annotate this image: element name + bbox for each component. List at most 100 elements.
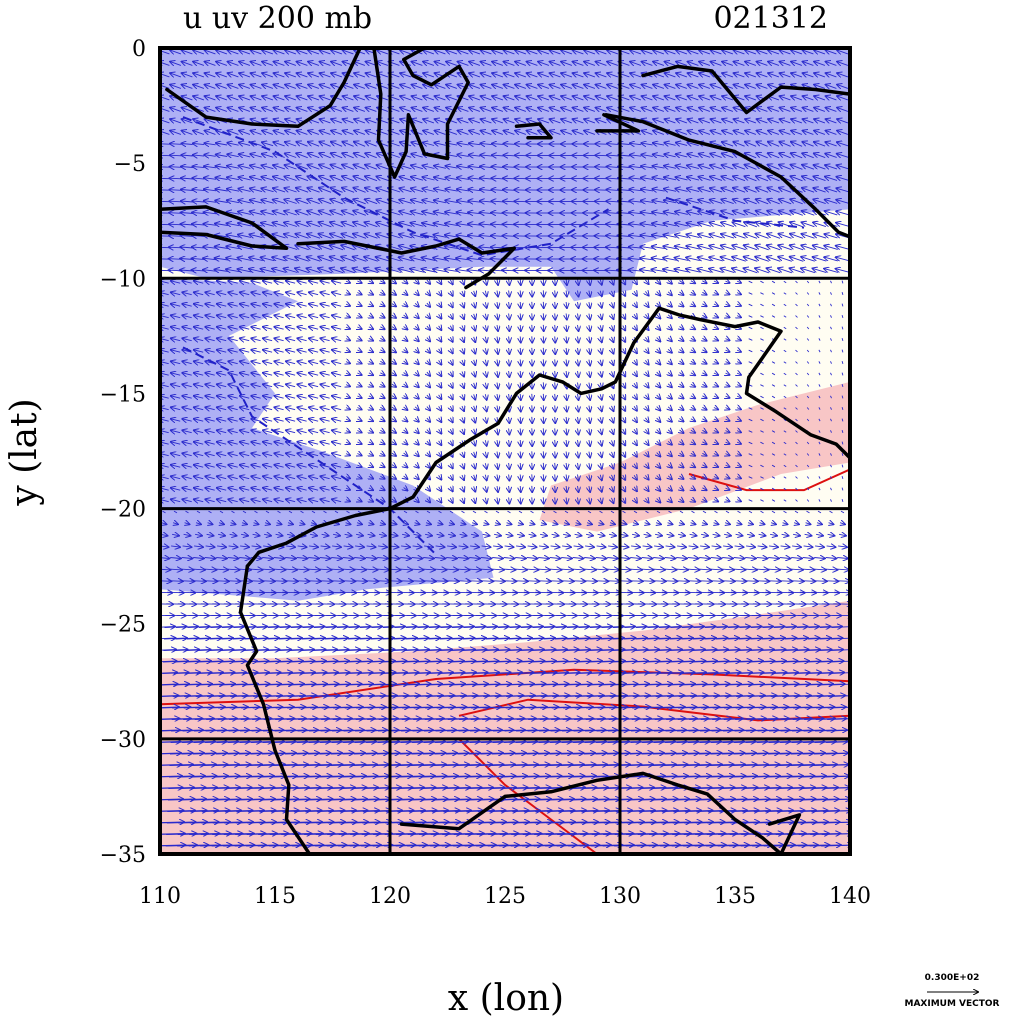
wind-vector-146 bbox=[182, 119, 193, 123]
wind-vector-261 bbox=[186, 638, 210, 639]
wind-vector-287 bbox=[205, 131, 216, 135]
y-tick-label-0: 0 bbox=[132, 37, 146, 62]
wind-vector-311 bbox=[205, 407, 215, 409]
wind-vector-316 bbox=[205, 465, 215, 467]
wind-vector-2416 bbox=[555, 462, 556, 469]
wind-vector-441 bbox=[228, 292, 238, 294]
wind-vector-253 bbox=[194, 546, 203, 547]
wind-vector-252 bbox=[195, 534, 202, 535]
wind-vector-232 bbox=[194, 304, 204, 306]
wind-vector-235 bbox=[194, 338, 204, 340]
wind-vector-379 bbox=[217, 384, 227, 386]
wind-vector-239 bbox=[194, 384, 204, 386]
wind-vector-2192 bbox=[520, 301, 521, 308]
wind-vector-310 bbox=[205, 396, 215, 398]
wind-vector-332 bbox=[197, 650, 222, 651]
wind-vector-85 bbox=[169, 224, 182, 225]
wind-vector-230 bbox=[194, 281, 204, 283]
wind-vector-358 bbox=[216, 143, 228, 145]
wind-vector-317 bbox=[205, 476, 215, 478]
wind-vector-50 bbox=[160, 627, 175, 628]
x-axis-title: x (lon) bbox=[448, 978, 564, 1016]
wind-vector-221 bbox=[193, 178, 205, 179]
wind-vector-84 bbox=[169, 213, 182, 214]
wind-vector-172 bbox=[182, 419, 192, 421]
wind-vector-373 bbox=[217, 315, 227, 317]
positive-contour-0 bbox=[160, 668, 850, 706]
wind-vector-184 bbox=[181, 558, 193, 559]
wind-vector-212 bbox=[193, 73, 205, 77]
wind-vector-95 bbox=[171, 338, 181, 340]
wind-vector-2208 bbox=[520, 485, 521, 492]
wind-vector-260 bbox=[187, 627, 210, 628]
wind-vector-122 bbox=[163, 650, 187, 651]
wind-vector-164 bbox=[182, 327, 192, 329]
wind-vector-51 bbox=[160, 638, 176, 639]
wind-vector-2417 bbox=[555, 474, 556, 480]
wind-vector-2209 bbox=[520, 497, 521, 504]
wind-vector-231 bbox=[194, 292, 204, 294]
wind-vector-183 bbox=[182, 546, 192, 547]
wind-vector-249 bbox=[194, 499, 204, 501]
wind-vector-2203 bbox=[520, 428, 521, 435]
wind-vector-240 bbox=[194, 396, 204, 398]
wind-vector-101 bbox=[171, 407, 181, 409]
wind-vector-219 bbox=[193, 155, 205, 156]
wind-vector-378 bbox=[217, 373, 227, 375]
wind-vector-169 bbox=[182, 384, 192, 386]
wind-vector-2116 bbox=[503, 236, 516, 237]
wind-vector-360 bbox=[216, 166, 228, 168]
wind-vector-301 bbox=[205, 292, 215, 294]
wind-vector-319 bbox=[205, 499, 215, 501]
wind-vector-300 bbox=[205, 281, 215, 283]
wind-vector-145 bbox=[182, 108, 193, 112]
wind-vector-304 bbox=[205, 327, 215, 329]
wind-vector-180 bbox=[185, 510, 189, 514]
wind-vector-2108 bbox=[503, 144, 515, 145]
wind-vector-166 bbox=[182, 350, 192, 352]
wind-vector-121 bbox=[163, 638, 187, 639]
wind-vector-96 bbox=[171, 350, 181, 352]
wind-vector-392 bbox=[218, 534, 225, 535]
wind-vector-2415 bbox=[555, 451, 556, 457]
wind-vector-243 bbox=[194, 430, 204, 432]
wind-vector-2112 bbox=[503, 190, 516, 191]
wind-vector-251 bbox=[196, 523, 201, 525]
wind-vector-190 bbox=[175, 627, 198, 628]
wind-vector-185 bbox=[180, 569, 194, 570]
wind-vector-315 bbox=[205, 453, 215, 455]
wind-vector-186 bbox=[179, 581, 195, 582]
wind-vector-217 bbox=[193, 131, 205, 135]
wind-vector-430 bbox=[227, 166, 239, 168]
wind-vector-220 bbox=[193, 166, 205, 167]
wind-vector-71 bbox=[170, 62, 182, 66]
wind-vector-86 bbox=[169, 236, 183, 237]
wind-vector-140 bbox=[182, 50, 193, 54]
wind-vector-241 bbox=[194, 407, 204, 409]
wind-vector-87 bbox=[169, 247, 183, 248]
wind-vector-247 bbox=[194, 476, 204, 478]
wind-vector-2413 bbox=[555, 428, 556, 434]
wind-vector-160 bbox=[182, 281, 192, 283]
wind-vector-182 bbox=[183, 534, 191, 535]
wind-vector-263 bbox=[185, 661, 211, 662]
wind-vector-97 bbox=[171, 361, 181, 363]
y-tick-label-30: −30 bbox=[100, 728, 146, 753]
wind-vector-53 bbox=[160, 661, 176, 662]
wind-vector-306 bbox=[205, 350, 215, 352]
wind-vector-76 bbox=[170, 119, 182, 123]
reference-vector-value: 0.300E+02 bbox=[925, 973, 980, 983]
x-tick-labels: 110 115 120 125 130 135 140 bbox=[139, 884, 871, 909]
wind-vector-318 bbox=[205, 488, 215, 490]
wind-vector-2204 bbox=[520, 439, 521, 446]
wind-vector-2206 bbox=[520, 462, 521, 469]
wind-vector-303 bbox=[205, 315, 215, 317]
wind-vector-52 bbox=[160, 650, 176, 651]
wind-vector-162 bbox=[182, 304, 192, 306]
wind-vector-72 bbox=[170, 73, 182, 77]
x-tick-label-125: 125 bbox=[484, 884, 526, 909]
wind-vector-108 bbox=[171, 488, 181, 490]
x-tick-label-135: 135 bbox=[714, 884, 756, 909]
y-axis-title: y (lat) bbox=[4, 398, 45, 506]
